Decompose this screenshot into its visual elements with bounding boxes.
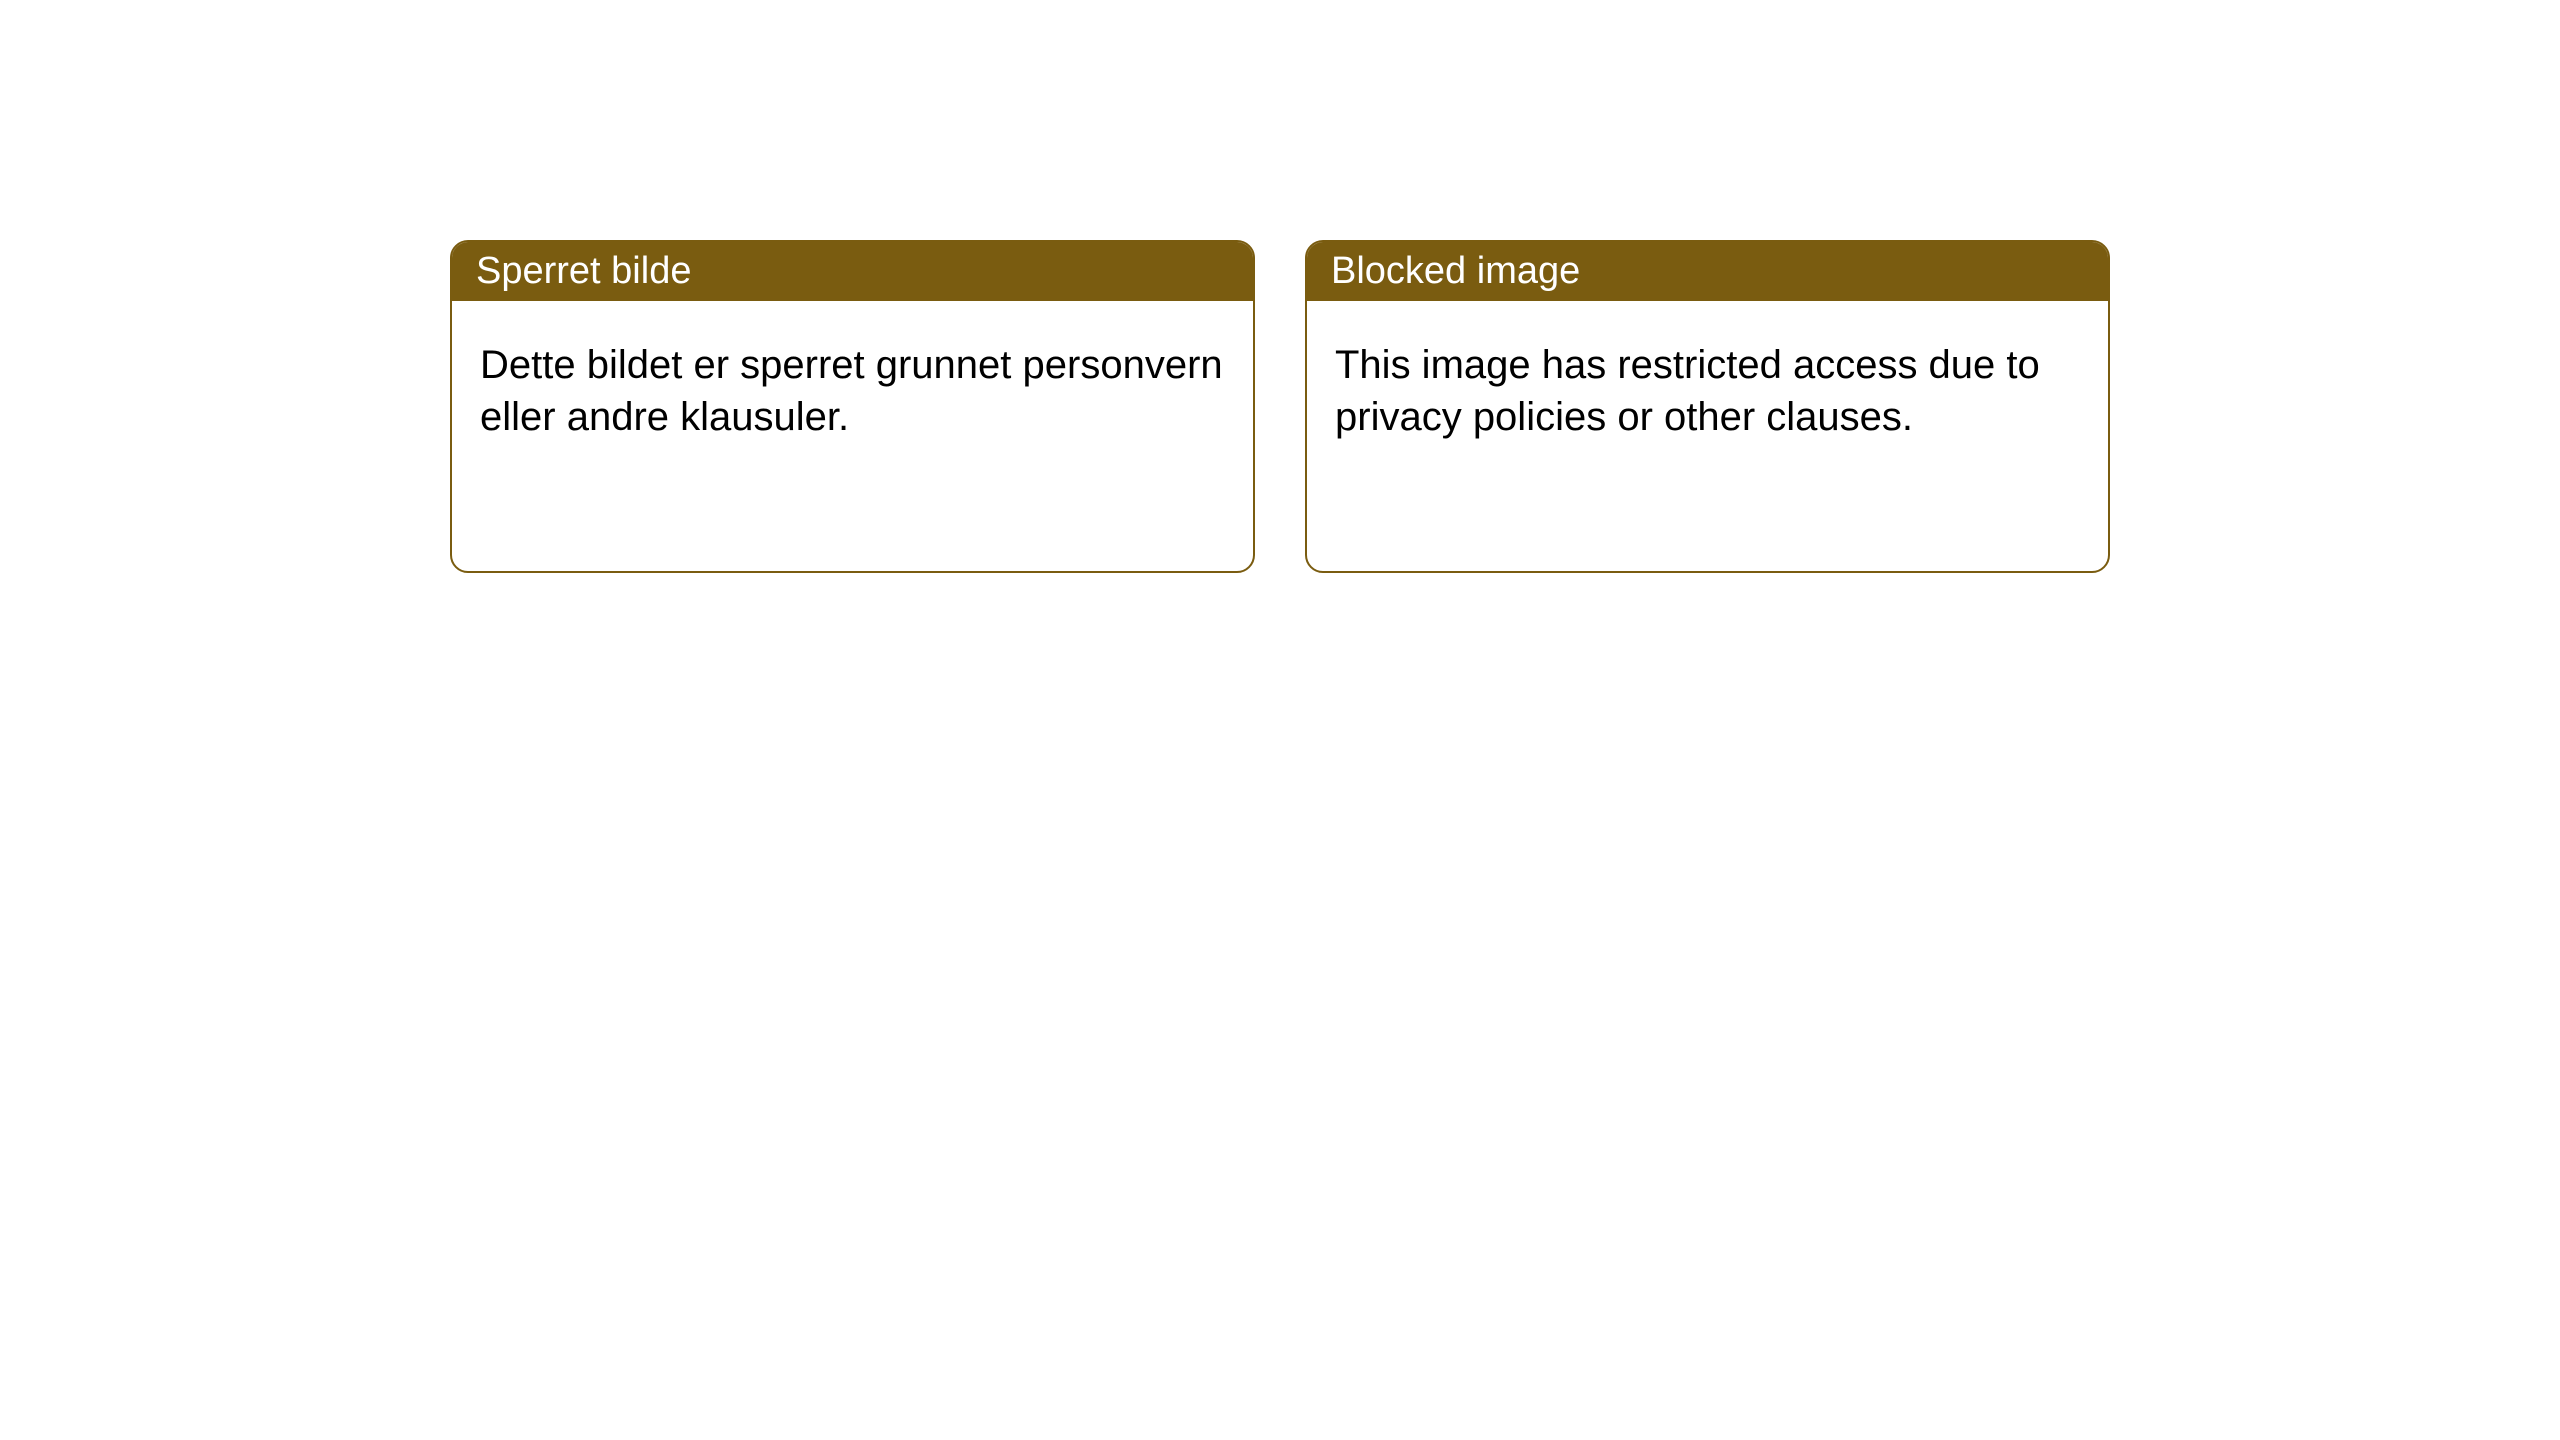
notice-body-en: This image has restricted access due to … — [1307, 301, 2108, 571]
notice-header-en: Blocked image — [1307, 242, 2108, 301]
notice-container: Sperret bilde Dette bildet er sperret gr… — [0, 0, 2560, 573]
notice-header-no: Sperret bilde — [452, 242, 1253, 301]
notice-box-en: Blocked image This image has restricted … — [1305, 240, 2110, 573]
notice-body-no: Dette bildet er sperret grunnet personve… — [452, 301, 1253, 571]
notice-box-no: Sperret bilde Dette bildet er sperret gr… — [450, 240, 1255, 573]
